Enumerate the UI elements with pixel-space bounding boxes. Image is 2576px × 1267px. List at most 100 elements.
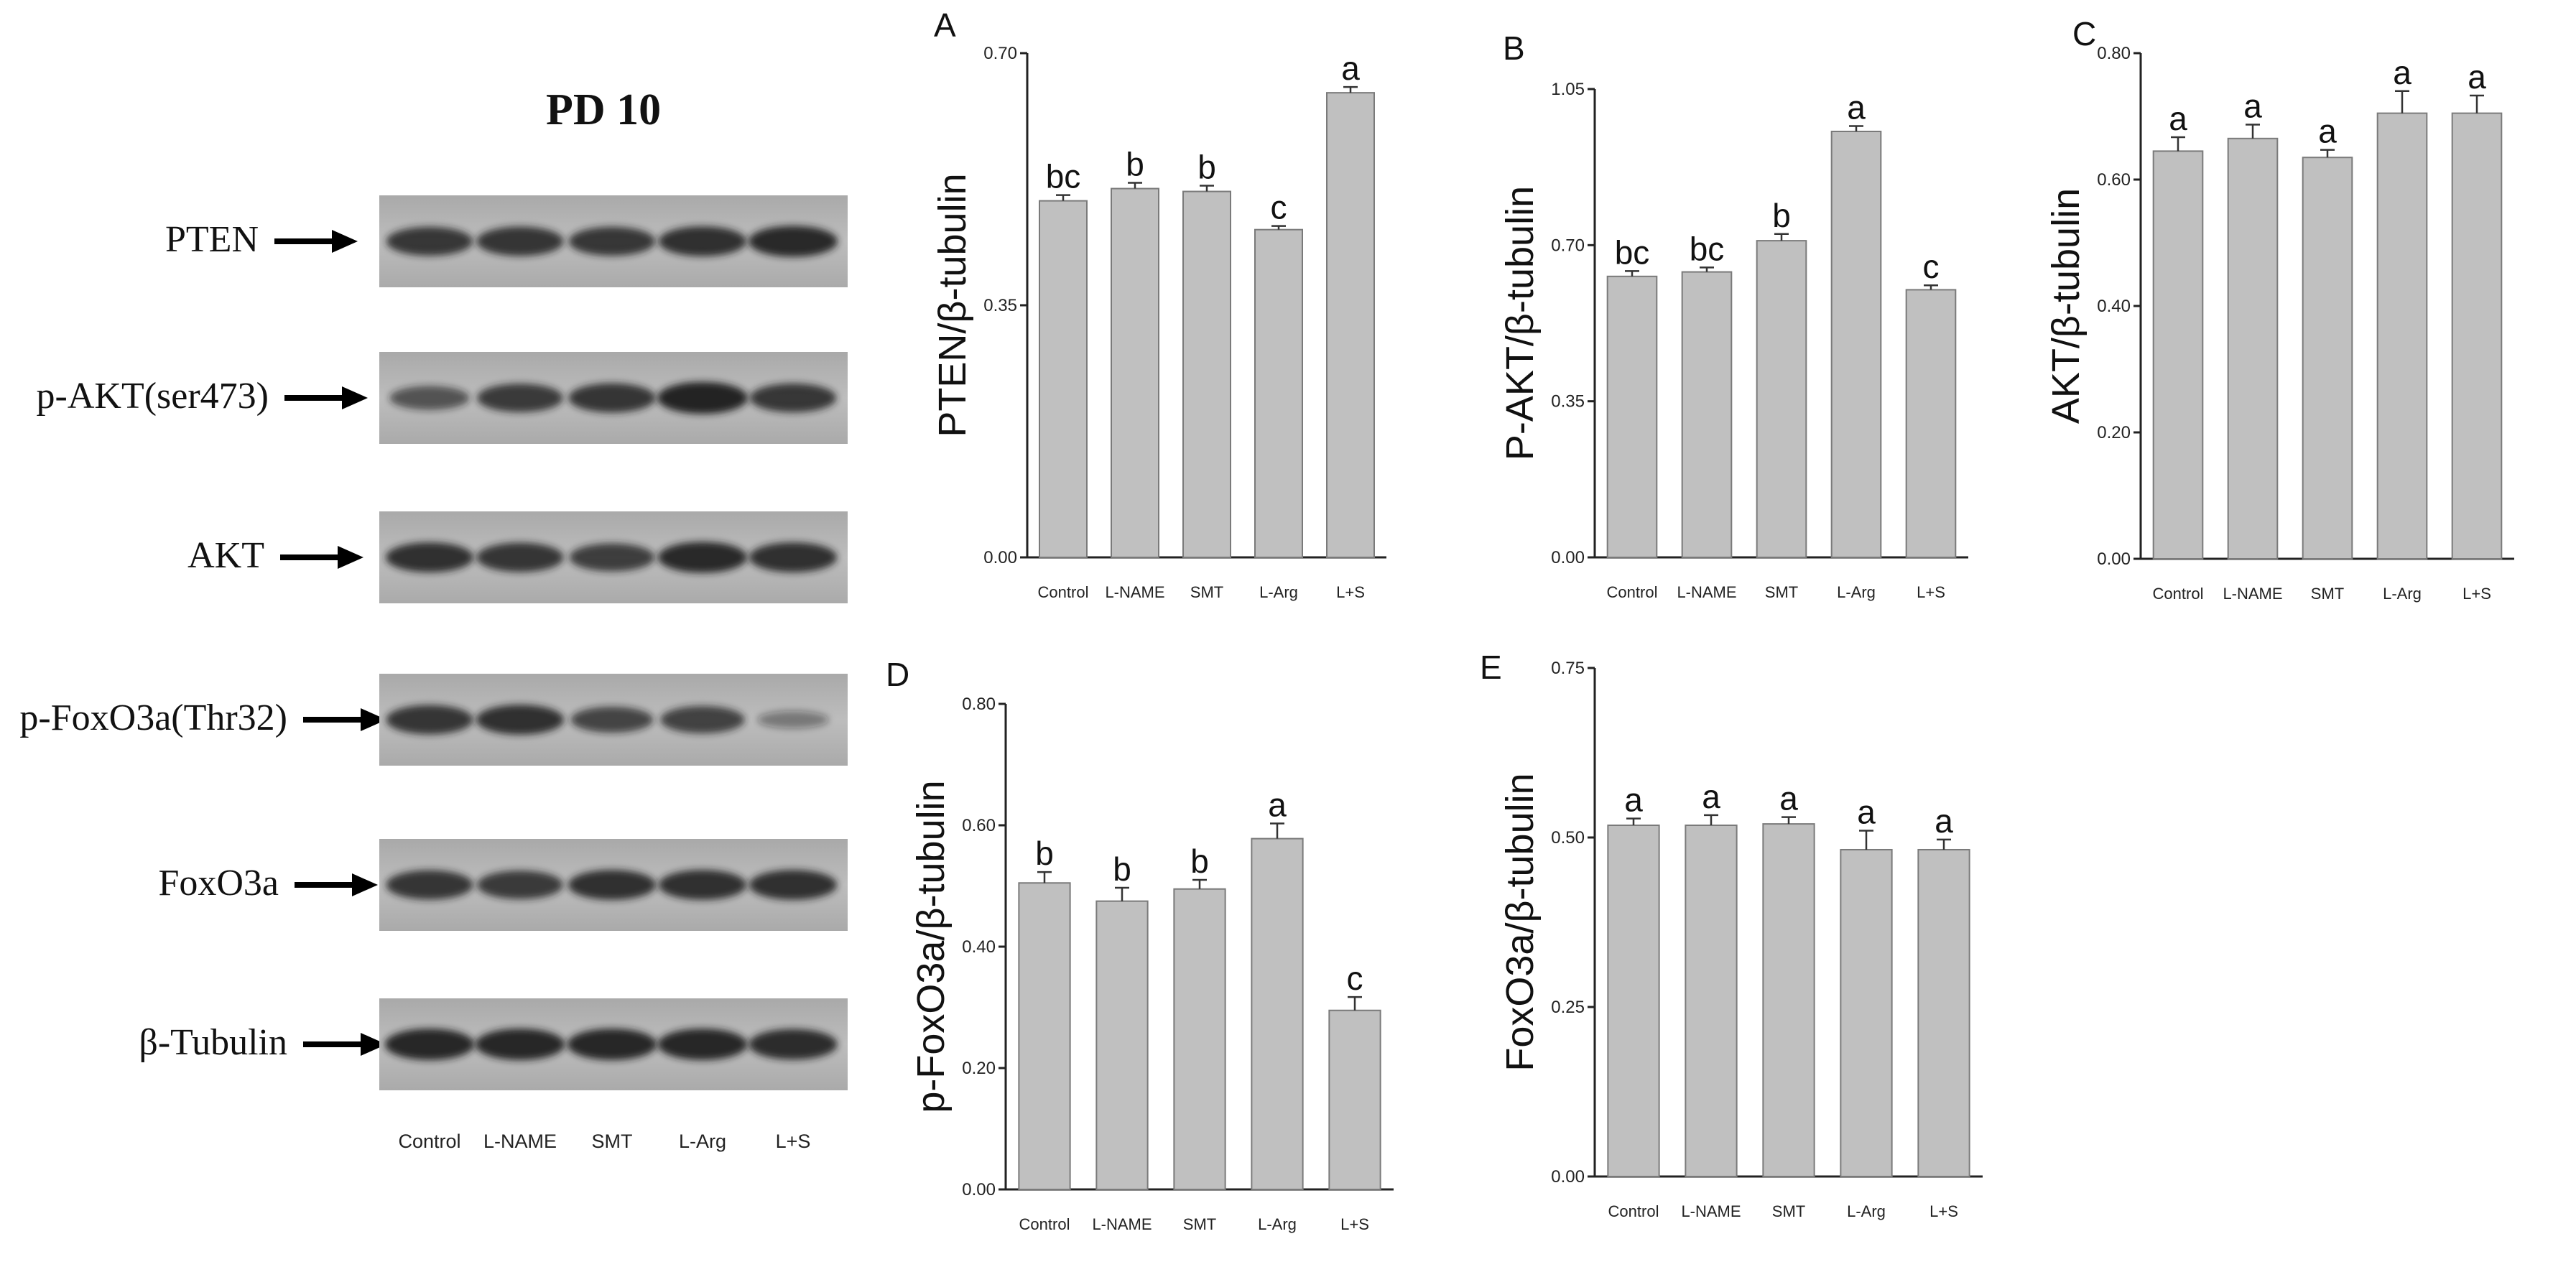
- bar-smt: [1756, 240, 1807, 558]
- blot-band: [476, 542, 564, 572]
- bar-control: [1607, 825, 1660, 1177]
- blot-label-pten: PTEN: [165, 219, 259, 260]
- bar-smt: [1182, 190, 1231, 558]
- x-tick-label: L+S: [1929, 1202, 1958, 1220]
- x-tick-label: SMT: [1183, 1215, 1216, 1233]
- y-tick-label: 0.00: [962, 1180, 996, 1199]
- blot-band: [386, 705, 473, 735]
- x-tick-label: SMT: [1190, 583, 1223, 601]
- significance-letter: b: [1772, 197, 1791, 234]
- blot-band: [657, 1029, 748, 1060]
- blot-band: [386, 870, 473, 900]
- significance-letter: a: [1779, 780, 1798, 817]
- bar-l-s: [2451, 112, 2503, 560]
- arrow-icon: [295, 873, 378, 896]
- bar-control: [1018, 882, 1071, 1190]
- significance-letter: b: [1190, 843, 1209, 880]
- y-tick-label: 0.00: [1551, 548, 1585, 567]
- significance-letter: a: [1857, 794, 1876, 831]
- y-tick-label: 0.50: [1551, 828, 1585, 848]
- blot-strip-foxo3a: [379, 839, 848, 931]
- significance-letter: a: [2169, 100, 2187, 137]
- significance-letter: a: [1268, 786, 1287, 823]
- chart-p-akt: 0.000.350.701.05P-AKT/β-tubulin bcControl…: [1498, 80, 1968, 601]
- y-tick-label: 0.00: [1551, 1167, 1585, 1187]
- significance-letter: c: [1271, 189, 1287, 226]
- bar-l-name: [1681, 271, 1733, 558]
- arrow-icon: [280, 546, 363, 569]
- blot-lane-label-l-name: L-NAME: [483, 1131, 557, 1152]
- blot-lane-label-smt: SMT: [591, 1131, 633, 1152]
- blot-band: [749, 383, 837, 413]
- bar-control: [1606, 275, 1658, 558]
- x-tick-label: L+S: [1336, 583, 1365, 601]
- x-tick-label: L-Arg: [1837, 583, 1876, 601]
- y-tick-label: 0.40: [962, 937, 996, 957]
- arrow-icon: [303, 1033, 386, 1056]
- y-tick-label: 0.80: [962, 695, 996, 714]
- y-tick-label: 0.60: [2097, 170, 2131, 190]
- blot-label-tubulin: β-Tubulin: [139, 1022, 287, 1063]
- bar-l-s: [1917, 848, 1970, 1177]
- panel-letter-b: B: [1503, 29, 1525, 67]
- significance-letter: a: [1702, 778, 1720, 815]
- significance-letter: c: [1923, 248, 1940, 285]
- y-tick-label: 0.40: [2097, 297, 2131, 316]
- x-tick-label: L-NAME: [1105, 583, 1164, 601]
- blot-band: [389, 386, 470, 410]
- bar-control: [2152, 150, 2204, 560]
- blot-band: [476, 705, 565, 735]
- y-tick-label: 0.35: [983, 296, 1017, 315]
- x-tick-label: L-Arg: [1259, 583, 1298, 601]
- y-axis-label: AKT/β-tubulin: [2044, 188, 2088, 424]
- significance-letter: bc: [1615, 233, 1650, 271]
- y-tick-label: 0.20: [2097, 423, 2131, 442]
- significance-letter: bc: [1690, 230, 1725, 267]
- bar-l-name: [2227, 137, 2279, 560]
- chart-p-foxo3a: 0.00 0.20 0.40 0.60 0.80 p-FoxO3a/β-tubulin b C…: [909, 695, 1394, 1233]
- y-tick-label: 0.35: [1551, 392, 1585, 412]
- panel-letter-c: C: [2072, 15, 2097, 52]
- blot-strip-p-akt-ser473: [379, 352, 848, 444]
- bar-l-arg: [1254, 228, 1303, 558]
- panel-letter-e: E: [1480, 649, 1502, 686]
- bar-l-name: [1111, 187, 1159, 558]
- bar-l-arg: [1830, 130, 1882, 558]
- bar-l-s: [1328, 1009, 1381, 1190]
- y-tick-label: 0.60: [962, 816, 996, 835]
- blot-label-p-foxo3a-thr32: p-FoxO3a(Thr32): [19, 697, 287, 738]
- y-tick-label: 0.80: [2097, 44, 2131, 63]
- y-tick-label: 0.00: [983, 548, 1017, 567]
- blot-label-akt: AKT: [187, 535, 264, 576]
- blot-band: [749, 1029, 838, 1060]
- bar-l-name: [1685, 825, 1738, 1177]
- blot-band: [476, 226, 564, 256]
- arrow-icon: [284, 386, 368, 409]
- bar-smt: [1173, 888, 1226, 1190]
- blot-band: [568, 226, 656, 256]
- blot-strip-akt: [379, 511, 848, 603]
- x-tick-label: L-Arg: [1258, 1215, 1297, 1233]
- blot-band: [567, 870, 657, 900]
- x-tick-label: L-NAME: [1681, 1202, 1741, 1220]
- x-tick-label: L+S: [1917, 583, 1945, 601]
- blot-band: [658, 226, 747, 256]
- x-tick-label: L-NAME: [1092, 1215, 1152, 1233]
- blot-band: [657, 542, 748, 573]
- blot-strip-tubulin: [379, 998, 848, 1090]
- significance-letter: a: [1341, 50, 1360, 87]
- significance-letter: a: [2243, 87, 2262, 124]
- significance-letter: a: [2393, 54, 2411, 91]
- blot-band: [660, 705, 745, 734]
- blot-lane-label-control: Control: [398, 1131, 461, 1152]
- y-tick-label: 0.70: [983, 44, 1017, 63]
- bar-l-arg: [2376, 112, 2428, 560]
- x-tick-label: Control: [1038, 583, 1089, 601]
- x-tick-label: SMT: [1772, 1202, 1805, 1220]
- significance-letter: b: [1035, 835, 1054, 872]
- y-axis-label: PTEN/β-tubulin: [931, 173, 974, 437]
- x-tick-label: L+S: [2463, 585, 2491, 603]
- significance-letter: b: [1197, 149, 1216, 186]
- significance-letter: a: [1847, 89, 1866, 126]
- chart-akt: 0.00 0.20 0.40 0.60 0.80 AKT/β-tubulin a Contro…: [2044, 44, 2514, 603]
